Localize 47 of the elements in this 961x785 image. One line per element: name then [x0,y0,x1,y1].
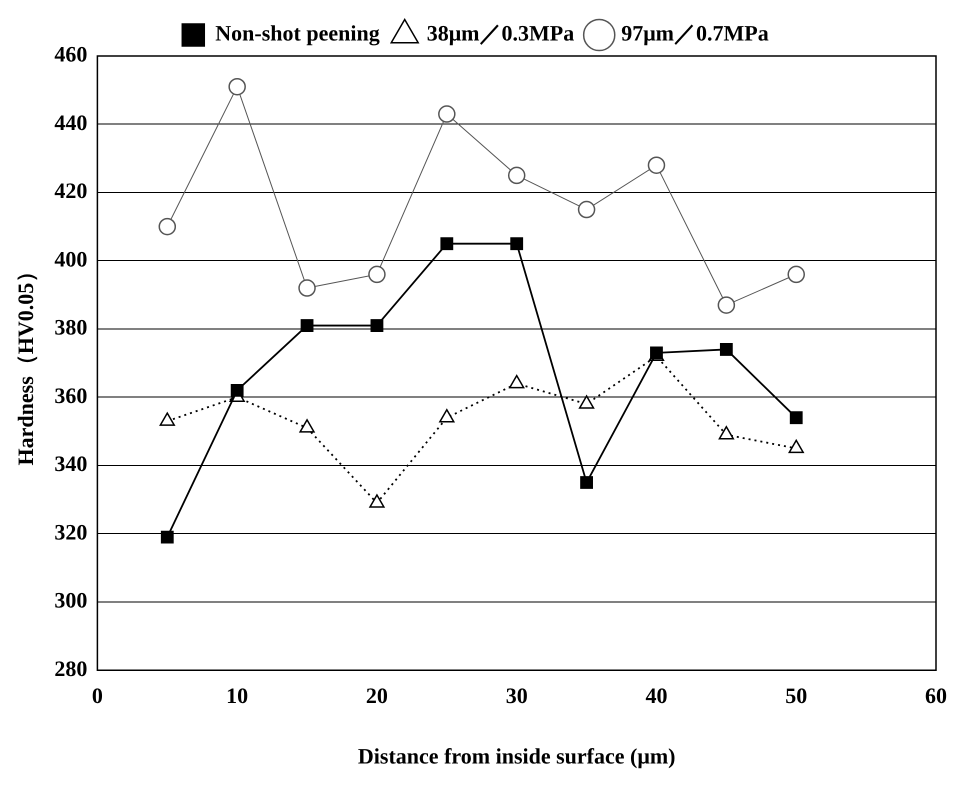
legend-label: Non-shot peening [215,20,380,46]
y-tick-label: 400 [54,246,88,272]
point [720,343,733,356]
point [158,218,176,236]
point [578,395,594,409]
x-tick-label: 60 [925,683,947,708]
legend-label: 97μm／0.7MPa [621,20,769,46]
point [648,156,666,174]
point [299,419,315,433]
point [439,408,454,422]
y-tick-label: 320 [54,519,88,544]
point [369,494,385,508]
point [298,279,316,297]
point [508,166,526,184]
point [438,105,456,123]
y-tick-label: 380 [54,314,88,340]
point [368,266,386,284]
y-axis-title: Hardness（HV0.05） [12,260,38,466]
point [788,440,804,454]
x-tick-label: 40 [645,683,668,708]
point [160,412,175,426]
point [790,411,803,424]
point [578,200,596,218]
point [300,319,314,332]
point [230,384,244,397]
y-tick-label: 460 [54,42,88,67]
x-tick-label: 10 [226,683,248,708]
x-tick-label: 50 [785,683,808,708]
x-tick-label: 0 [92,683,103,708]
y-tick-label: 440 [54,110,88,135]
y-tick-label: 280 [54,656,88,681]
point [787,266,805,284]
x-tick-label: 30 [506,683,528,708]
point [228,78,246,96]
y-tick-label: 420 [54,178,88,204]
point [510,237,524,250]
x-axis-title: Distance from inside surface (μm) [358,743,676,768]
y-tick-label: 340 [54,451,88,476]
y-tick-label: 300 [54,588,88,613]
y-tick-label: 360 [54,382,88,408]
x-tick-label: 20 [366,683,388,708]
point [440,237,454,250]
point [718,296,736,314]
point [370,319,384,332]
point [718,426,734,440]
point [509,374,524,388]
legend-label: 38μm／0.3MPa [426,20,574,46]
